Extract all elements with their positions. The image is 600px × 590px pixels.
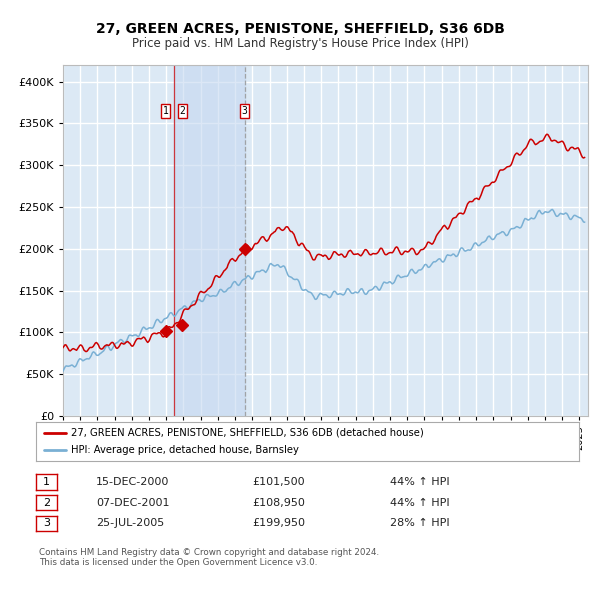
- Text: 44% ↑ HPI: 44% ↑ HPI: [390, 498, 449, 507]
- Text: 1: 1: [43, 477, 50, 487]
- Text: 27, GREEN ACRES, PENISTONE, SHEFFIELD, S36 6DB (detached house): 27, GREEN ACRES, PENISTONE, SHEFFIELD, S…: [71, 428, 424, 438]
- Text: 25-JUL-2005: 25-JUL-2005: [96, 519, 164, 528]
- Text: 2: 2: [179, 106, 185, 116]
- Text: Contains HM Land Registry data © Crown copyright and database right 2024.: Contains HM Land Registry data © Crown c…: [39, 548, 379, 556]
- Text: HPI: Average price, detached house, Barnsley: HPI: Average price, detached house, Barn…: [71, 445, 299, 455]
- Text: 28% ↑ HPI: 28% ↑ HPI: [390, 519, 449, 528]
- Text: 07-DEC-2001: 07-DEC-2001: [96, 498, 170, 507]
- Bar: [174, 65, 245, 416]
- Text: 27, GREEN ACRES, PENISTONE, SHEFFIELD, S36 6DB: 27, GREEN ACRES, PENISTONE, SHEFFIELD, S…: [95, 22, 505, 37]
- Text: £101,500: £101,500: [252, 477, 305, 487]
- Text: This data is licensed under the Open Government Licence v3.0.: This data is licensed under the Open Gov…: [39, 558, 317, 566]
- Text: £108,950: £108,950: [252, 498, 305, 507]
- Text: Price paid vs. HM Land Registry's House Price Index (HPI): Price paid vs. HM Land Registry's House …: [131, 37, 469, 50]
- Text: 44% ↑ HPI: 44% ↑ HPI: [390, 477, 449, 487]
- Text: 15-DEC-2000: 15-DEC-2000: [96, 477, 169, 487]
- Text: 3: 3: [242, 106, 248, 116]
- Text: 3: 3: [43, 519, 50, 528]
- Text: 1: 1: [163, 106, 169, 116]
- Text: 2: 2: [43, 498, 50, 507]
- Text: £199,950: £199,950: [252, 519, 305, 528]
